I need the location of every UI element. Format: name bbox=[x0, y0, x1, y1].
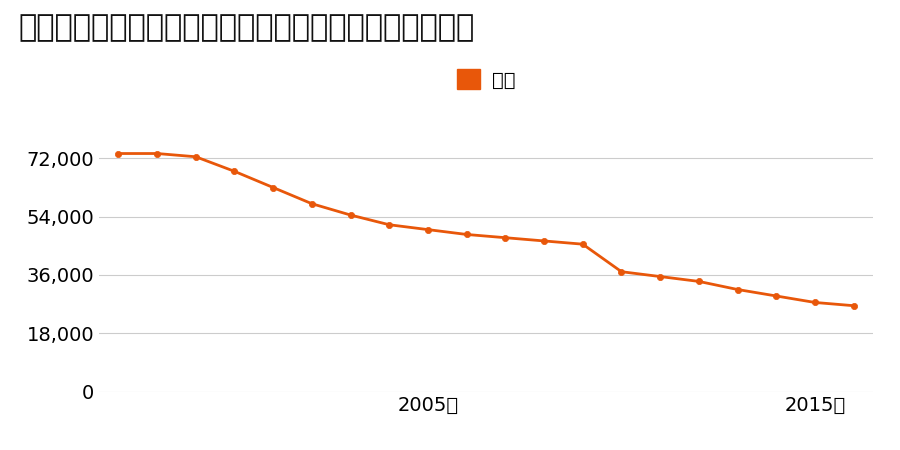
Legend: 価格: 価格 bbox=[449, 61, 523, 98]
Text: 群馬県吾妻郡嬬恋村大字三原字南１８６番３の地価推移: 群馬県吾妻郡嬬恋村大字三原字南１８６番３の地価推移 bbox=[18, 14, 474, 42]
